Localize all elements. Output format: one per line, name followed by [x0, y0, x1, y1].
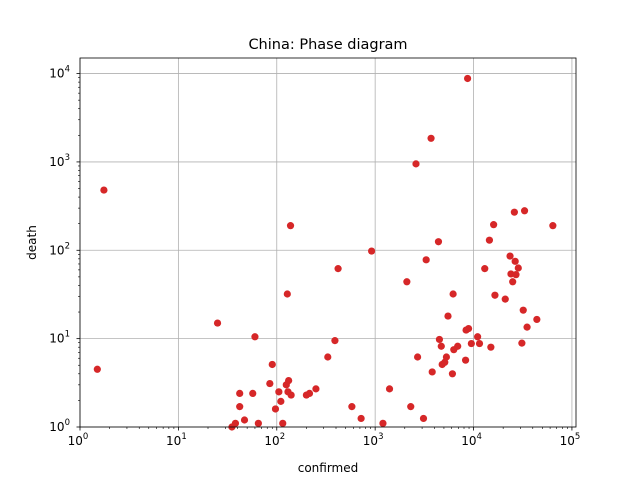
- data-point: [474, 333, 482, 341]
- x-tick-label: 104: [461, 432, 482, 448]
- x-axis-label: confirmed: [298, 461, 359, 475]
- data-point: [348, 403, 356, 411]
- data-point: [331, 337, 339, 345]
- data-point: [334, 265, 342, 273]
- data-point: [461, 356, 470, 364]
- data-point: [236, 389, 244, 398]
- data-point: [357, 414, 365, 423]
- data-point: [100, 186, 108, 194]
- y-tick-label: 102: [49, 241, 70, 257]
- data-point: [213, 319, 222, 327]
- data-point: [407, 403, 415, 411]
- data-point: [491, 291, 499, 299]
- data-point: [490, 221, 498, 229]
- data-point: [520, 207, 529, 215]
- data-point: [514, 264, 522, 272]
- data-point: [268, 360, 276, 369]
- data-point: [463, 74, 472, 83]
- data-point: [518, 339, 526, 347]
- data-point: [305, 389, 314, 398]
- data-point: [512, 271, 520, 279]
- y-tick-label: 104: [49, 65, 70, 81]
- data-point: [506, 252, 514, 260]
- data-point: [279, 419, 287, 427]
- data-point: [449, 290, 457, 298]
- data-point: [385, 385, 394, 393]
- scatter-points: [93, 74, 557, 431]
- data-point: [501, 295, 509, 303]
- data-point: [231, 419, 240, 427]
- data-point: [286, 222, 295, 230]
- data-point: [367, 247, 376, 255]
- data-point: [379, 419, 387, 427]
- data-point: [285, 377, 293, 385]
- data-point: [523, 323, 531, 331]
- y-tick-label: 100: [49, 418, 70, 434]
- data-point: [422, 256, 430, 264]
- data-point: [240, 416, 249, 424]
- data-point: [511, 257, 519, 265]
- data-point: [419, 414, 428, 423]
- data-point: [413, 353, 422, 361]
- data-point: [444, 312, 452, 320]
- data-point: [251, 333, 259, 341]
- x-tick-label: 105: [560, 432, 581, 448]
- data-point: [427, 134, 435, 142]
- y-tick-label: 101: [49, 330, 70, 346]
- data-point: [249, 389, 257, 398]
- data-point: [519, 306, 527, 314]
- data-point: [254, 419, 262, 427]
- data-point: [271, 405, 280, 413]
- x-tick-label: 101: [166, 432, 187, 448]
- data-point: [236, 403, 244, 411]
- data-point: [442, 353, 451, 361]
- data-point: [485, 236, 494, 244]
- data-point: [437, 342, 445, 350]
- data-point: [312, 385, 320, 393]
- data-point: [287, 391, 295, 399]
- data-point: [510, 208, 518, 216]
- x-tick-label: 102: [264, 432, 285, 448]
- y-axis-label: death: [25, 225, 39, 260]
- data-point: [283, 290, 291, 298]
- data-point: [277, 397, 285, 405]
- data-point: [435, 335, 444, 344]
- plot-frame: [79, 57, 577, 428]
- data-point: [412, 160, 420, 168]
- data-point: [481, 265, 489, 273]
- x-tick-label: 100: [68, 432, 89, 448]
- data-point: [549, 222, 557, 230]
- data-point: [275, 388, 283, 396]
- data-point: [434, 238, 443, 246]
- axis-ticks: 100 101 102 103 104 105 100 101 102 103 104: [49, 65, 580, 448]
- data-point: [533, 315, 541, 324]
- data-point: [403, 278, 411, 286]
- data-point: [93, 365, 101, 373]
- data-point: [509, 278, 517, 286]
- data-point: [324, 353, 332, 361]
- data-point: [454, 342, 462, 350]
- data-point: [266, 379, 274, 388]
- data-point: [475, 339, 484, 348]
- data-point: [467, 339, 475, 348]
- data-point: [448, 370, 457, 378]
- x-tick-label: 103: [363, 432, 384, 448]
- data-point: [464, 324, 473, 333]
- data-point: [428, 368, 436, 376]
- y-tick-label: 103: [49, 153, 70, 169]
- data-point: [487, 343, 495, 351]
- chart-title: China: Phase diagram: [248, 37, 407, 53]
